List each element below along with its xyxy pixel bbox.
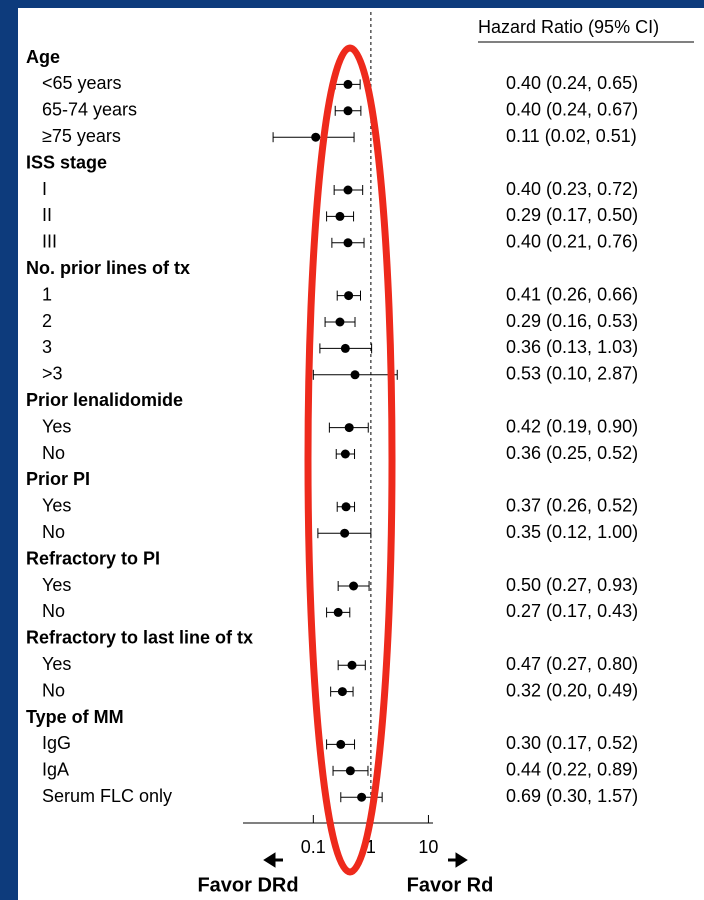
row-label: No (42, 522, 65, 542)
row-label: ≥75 years (42, 126, 121, 146)
group-label: Age (26, 47, 60, 67)
favor-right: Favor Rd (407, 874, 494, 896)
group-label: Refractory to last line of tx (26, 628, 253, 648)
row-label: No (42, 680, 65, 700)
value-label: 0.41 (0.26, 0.66) (506, 284, 638, 304)
value-label: 0.47 (0.27, 0.80) (506, 654, 638, 674)
value-label: 0.40 (0.23, 0.72) (506, 179, 638, 199)
hazard-ratio-point (341, 502, 351, 512)
row-label: Yes (42, 496, 71, 516)
group-label: Refractory to PI (26, 548, 160, 568)
hazard-ratio-point (343, 79, 353, 89)
row-label: No (42, 443, 65, 463)
favor-left: Favor DRd (197, 874, 298, 896)
hazard-ratio-point (350, 370, 360, 380)
row-label: Yes (42, 654, 71, 674)
group-label: ISS stage (26, 152, 107, 172)
value-label: 0.53 (0.10, 2.87) (506, 364, 638, 384)
row-label: II (42, 205, 52, 225)
value-label: 0.30 (0.17, 0.52) (506, 733, 638, 753)
x-tick-label: 10 (418, 837, 438, 857)
hazard-ratio-point (340, 343, 350, 353)
group-label: No. prior lines of tx (26, 258, 190, 278)
hazard-ratio-point (344, 291, 354, 301)
hazard-ratio-point (340, 449, 350, 459)
x-tick-label: 1 (366, 837, 376, 857)
hazard-ratio-point (337, 687, 347, 697)
group-label: Type of MM (26, 707, 124, 727)
row-label: <65 years (42, 73, 122, 93)
row-label: Yes (42, 416, 71, 436)
hazard-ratio-point (340, 528, 350, 538)
right-arrow (448, 852, 468, 868)
row-label: 65-74 years (42, 100, 137, 120)
hazard-ratio-point (335, 317, 345, 327)
value-label: 0.69 (0.30, 1.57) (506, 786, 638, 806)
hazard-ratio-point (335, 211, 345, 221)
x-tick-label: 0.1 (301, 837, 326, 857)
hazard-ratio-point (347, 660, 357, 670)
hazard-ratio-point (344, 423, 354, 433)
value-label: 0.37 (0.26, 0.52) (506, 496, 638, 516)
value-label: 0.36 (0.13, 1.03) (506, 337, 638, 357)
column-header: Hazard Ratio (95% CI) (478, 17, 659, 37)
row-label: 2 (42, 311, 52, 331)
row-label: I (42, 179, 47, 199)
value-label: 0.29 (0.17, 0.50) (506, 205, 638, 225)
row-label: III (42, 232, 57, 252)
row-label: IgA (42, 760, 69, 780)
value-label: 0.27 (0.17, 0.43) (506, 601, 638, 621)
value-label: 0.36 (0.25, 0.52) (506, 443, 638, 463)
panel (18, 8, 704, 900)
hazard-ratio-point (343, 106, 353, 116)
value-label: 0.11 (0.02, 0.51) (506, 126, 637, 146)
hazard-ratio-point (343, 238, 353, 248)
highlight-ellipse (304, 44, 396, 876)
value-label: 0.42 (0.19, 0.90) (506, 416, 638, 436)
row-label: 1 (42, 284, 52, 304)
left-arrow (263, 852, 283, 868)
value-label: 0.40 (0.21, 0.76) (506, 232, 638, 252)
value-label: 0.44 (0.22, 0.89) (506, 760, 638, 780)
row-label: IgG (42, 733, 71, 753)
value-label: 0.29 (0.16, 0.53) (506, 311, 638, 331)
value-label: 0.35 (0.12, 1.00) (506, 522, 638, 542)
plot-area: 0.1 1 10 Age <65 years 0.40 (0.24, 0.65) 65-74… (26, 12, 638, 857)
row-label: Yes (42, 575, 71, 595)
value-label: 0.40 (0.24, 0.65) (506, 73, 638, 93)
row-label: Serum FLC only (42, 786, 172, 806)
hazard-ratio-point (343, 185, 353, 195)
row-label: 3 (42, 337, 52, 357)
group-label: Prior PI (26, 469, 90, 489)
row-label: >3 (42, 364, 63, 384)
hazard-ratio-point (333, 607, 343, 617)
value-label: 0.32 (0.20, 0.49) (506, 680, 638, 700)
hazard-ratio-point (345, 766, 355, 776)
hazard-ratio-point (336, 739, 346, 749)
hazard-ratio-point (357, 792, 367, 802)
hazard-ratio-point (349, 581, 359, 591)
value-label: 0.50 (0.27, 0.93) (506, 575, 638, 595)
group-label: Prior lenalidomide (26, 390, 183, 410)
hazard-ratio-point (311, 132, 321, 142)
row-label: No (42, 601, 65, 621)
value-label: 0.40 (0.24, 0.67) (506, 100, 638, 120)
